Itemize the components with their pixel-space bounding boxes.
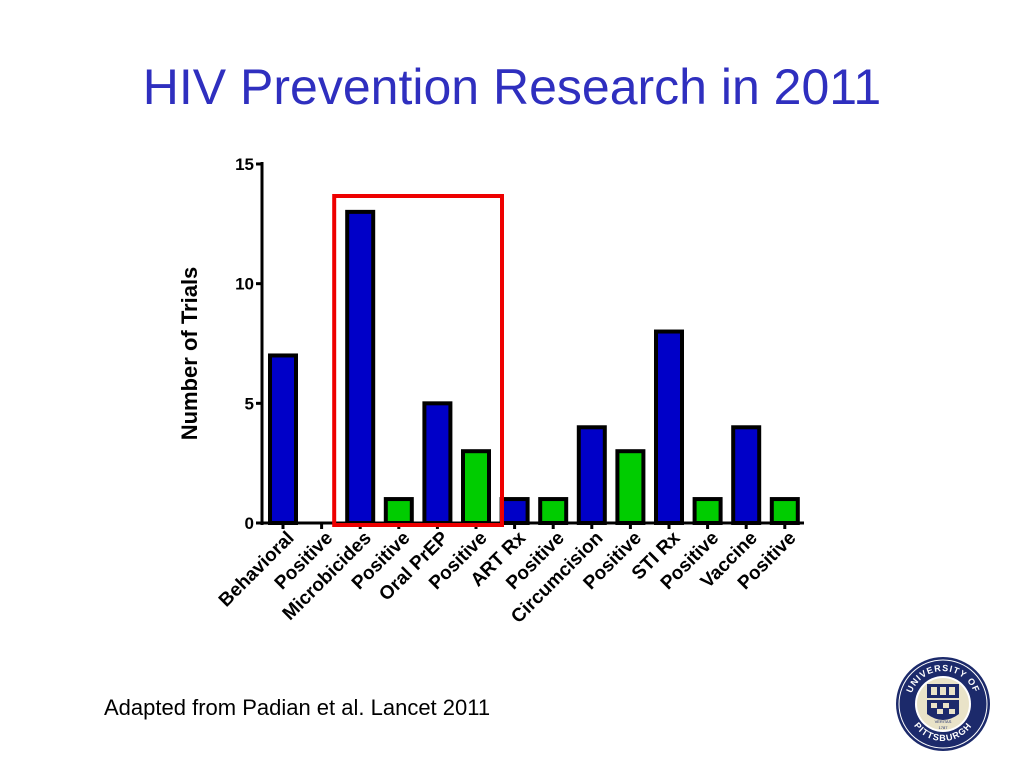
bar-7 bbox=[499, 497, 530, 526]
y-tick-label-0: 0 bbox=[245, 514, 254, 533]
bar-11 bbox=[654, 329, 684, 525]
citation-text: Adapted from Padian et al. Lancet 2011 bbox=[104, 695, 491, 720]
bar-14 bbox=[769, 497, 800, 526]
bar-chart: 051015BehavioralPositiveMicrobicidesPosi… bbox=[177, 155, 804, 628]
bar-12 bbox=[692, 497, 723, 526]
bar-5 bbox=[422, 401, 453, 526]
bar-4 bbox=[383, 497, 414, 526]
svg-text:VERITAS: VERITAS bbox=[935, 719, 952, 724]
university-seal-logo: UNIVERSITY OF PITTSBURGH VERITAS 1787 bbox=[896, 657, 990, 751]
bar-10 bbox=[615, 449, 646, 526]
y-tick-label-10: 10 bbox=[235, 275, 254, 294]
bar-13 bbox=[731, 425, 762, 525]
bar-8 bbox=[538, 497, 569, 526]
bar-9 bbox=[576, 425, 607, 525]
y-tick-label-15: 15 bbox=[235, 155, 254, 174]
y-tick-label-5: 5 bbox=[245, 394, 254, 413]
y-axis-label: Number of Trials bbox=[177, 267, 202, 441]
highlight-box bbox=[332, 194, 505, 527]
slide-title: HIV Prevention Research in 2011 bbox=[142, 59, 882, 115]
bar-6 bbox=[461, 449, 491, 526]
svg-text:1787: 1787 bbox=[939, 725, 949, 730]
bar-3 bbox=[345, 209, 376, 525]
bar-1 bbox=[268, 353, 298, 526]
